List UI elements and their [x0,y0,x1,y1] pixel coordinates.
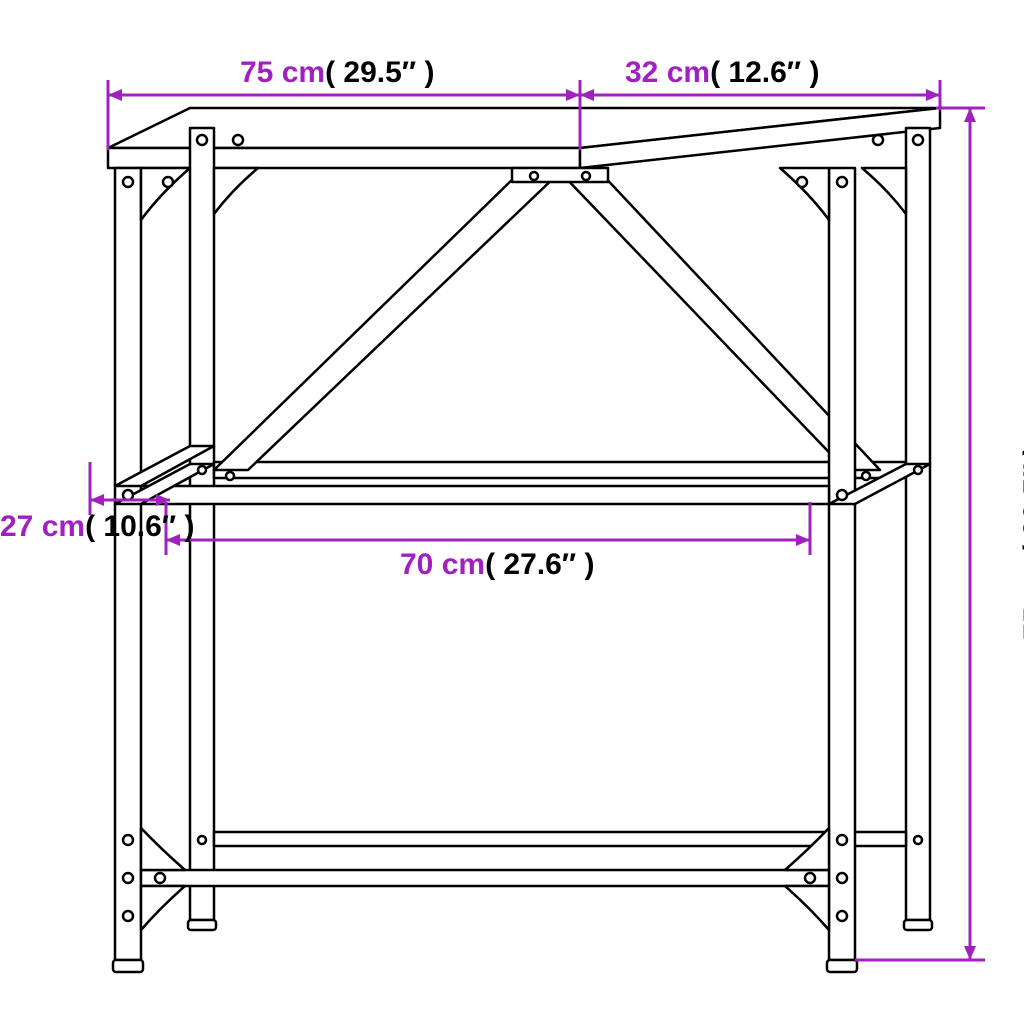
dim-depth-top-cm: 32 cm [625,56,710,89]
dim-width-top: 75 cm( 29.5″ ) [240,56,435,90]
dim-shelf-depth-in: ( 10.6″ ) [85,510,194,543]
dim-shelf-depth-cm: 27 cm [0,510,85,543]
dim-shelf-width: 70 cm( 27.6″ ) [400,548,595,582]
dim-shelf-width-in: ( 27.6″ ) [485,548,594,581]
dim-width-top-cm: 75 cm [240,56,325,89]
dim-shelf-depth: 27 cm( 10.6″ ) [0,508,195,546]
dim-height-cm2: 75 cm [1018,555,1024,640]
dim-height-wrap: 75 cm( 29.5″ ) [1018,446,1024,641]
dim-width-top-in: ( 29.5″ ) [325,56,434,89]
diagram-stage: 75 cm( 29.5″ ) 32 cm( 12.6″ ) 75 cm( 29.… [0,0,1024,1024]
dim-depth-top: 32 cm( 12.6″ ) [625,56,820,90]
dim-shelf-width-cm: 70 cm [400,548,485,581]
dim-height-in2: ( 29.5″ ) [1018,446,1024,555]
dim-depth-top-in: ( 12.6″ ) [710,56,819,89]
